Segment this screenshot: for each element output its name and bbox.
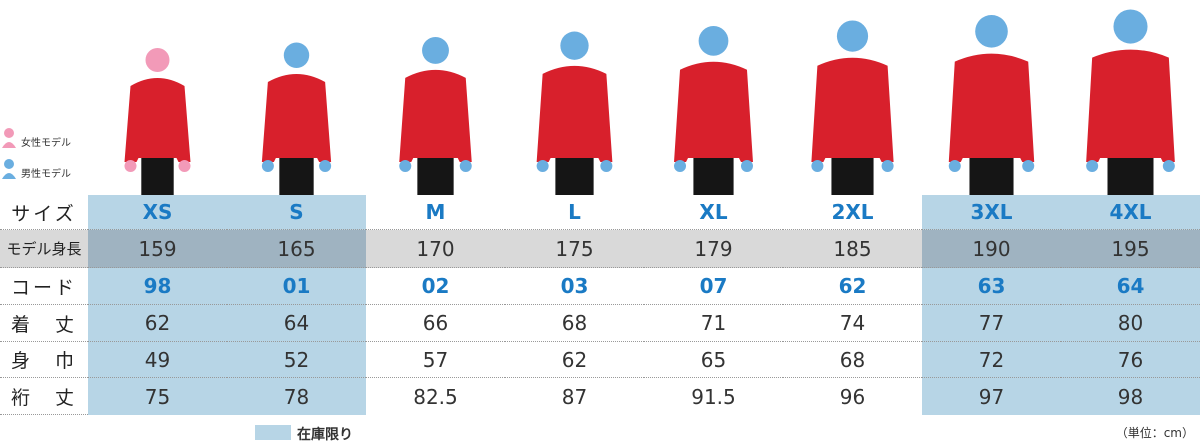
table-cell: 87	[505, 378, 644, 415]
row-label: 裄 丈	[0, 378, 88, 415]
male-icon-body	[2, 173, 16, 179]
table-cell: 175	[505, 230, 644, 268]
table-cell: 66	[366, 305, 505, 342]
table-cell: 64	[227, 305, 366, 342]
table-cell: 98	[88, 268, 227, 305]
jacket	[1086, 49, 1175, 162]
table-cell: 68	[783, 342, 922, 378]
row-label: 着 丈	[0, 305, 88, 342]
table-cell: XL	[644, 195, 783, 230]
table-cell: 179	[644, 230, 783, 268]
hand	[124, 160, 137, 172]
female-icon	[4, 128, 14, 138]
table-cell: 76	[1061, 342, 1200, 378]
table-cell: 49	[88, 342, 227, 378]
table-cell: 80	[1061, 305, 1200, 342]
row-label: コード	[0, 268, 88, 305]
table-cell: 195	[1061, 230, 1200, 268]
head	[1113, 9, 1148, 44]
table-cell: 78	[227, 378, 366, 415]
table-cell: 62	[505, 342, 644, 378]
table-cell: S	[227, 195, 366, 230]
table-cell: 4XL	[1061, 195, 1200, 230]
table-cell: 63	[922, 268, 1061, 305]
row-label: 身 巾	[0, 342, 88, 378]
hand	[319, 160, 332, 172]
jacket	[399, 69, 472, 162]
table-cell: 82.5	[366, 378, 505, 415]
table-cell: 159	[88, 230, 227, 268]
table-cell: 3XL	[922, 195, 1061, 230]
table-cell: 68	[505, 305, 644, 342]
stock-swatch	[255, 425, 291, 440]
hand	[399, 160, 412, 172]
row-label: サイズ	[0, 195, 88, 230]
hand	[740, 160, 753, 172]
table-cell: 57	[366, 342, 505, 378]
hand	[881, 160, 894, 172]
legend-male: 男性モデル	[21, 169, 71, 180]
hand	[674, 160, 687, 172]
jacket	[948, 53, 1035, 162]
head	[836, 20, 869, 52]
head	[145, 48, 170, 72]
hand	[261, 160, 274, 172]
hand	[178, 160, 191, 172]
male-icon	[4, 159, 14, 169]
jacket	[536, 65, 613, 162]
table-cell: 170	[366, 230, 505, 268]
hand	[600, 160, 613, 172]
table-cell: 77	[922, 305, 1061, 342]
table-cell: 64	[1061, 268, 1200, 305]
hand	[811, 160, 824, 172]
table-cell: 185	[783, 230, 922, 268]
table-cell: 98	[1061, 378, 1200, 415]
table-cell: 97	[922, 378, 1061, 415]
table-cell: 65	[644, 342, 783, 378]
jacket	[261, 73, 332, 162]
jacket	[674, 61, 753, 162]
table-cell: 2XL	[783, 195, 922, 230]
head	[975, 15, 1008, 48]
head	[283, 42, 310, 68]
table-cell: 71	[644, 305, 783, 342]
table-cell: 03	[505, 268, 644, 305]
row-label: モデル身長	[0, 230, 88, 268]
hand	[1162, 160, 1175, 172]
table-cell: L	[505, 195, 644, 230]
legend-female: 女性モデル	[21, 138, 71, 149]
head	[560, 31, 589, 60]
hand	[1022, 160, 1035, 172]
unit-note: （単位：cm）	[1115, 426, 1194, 440]
table-cell: M	[366, 195, 505, 230]
table-cell: 07	[644, 268, 783, 305]
table-cell: 91.5	[644, 378, 783, 415]
table-cell: 96	[783, 378, 922, 415]
table-cell: 165	[227, 230, 366, 268]
table-cell: 75	[88, 378, 227, 415]
hand	[459, 160, 472, 172]
jacket	[124, 78, 191, 162]
hand	[536, 160, 549, 172]
head	[422, 37, 449, 64]
table-cell: 72	[922, 342, 1061, 378]
female-icon-body	[2, 142, 16, 148]
head	[698, 26, 729, 56]
stock-note: 在庫限り	[297, 427, 353, 442]
table-cell: 62	[88, 305, 227, 342]
hand	[948, 160, 961, 172]
table-cell: 190	[922, 230, 1061, 268]
table-cell: XS	[88, 195, 227, 230]
table-cell: 52	[227, 342, 366, 378]
table-cell: 74	[783, 305, 922, 342]
table-cell: 62	[783, 268, 922, 305]
table-cell: 01	[227, 268, 366, 305]
table-cell: 02	[366, 268, 505, 305]
hand	[1086, 160, 1099, 172]
jacket	[811, 57, 894, 162]
